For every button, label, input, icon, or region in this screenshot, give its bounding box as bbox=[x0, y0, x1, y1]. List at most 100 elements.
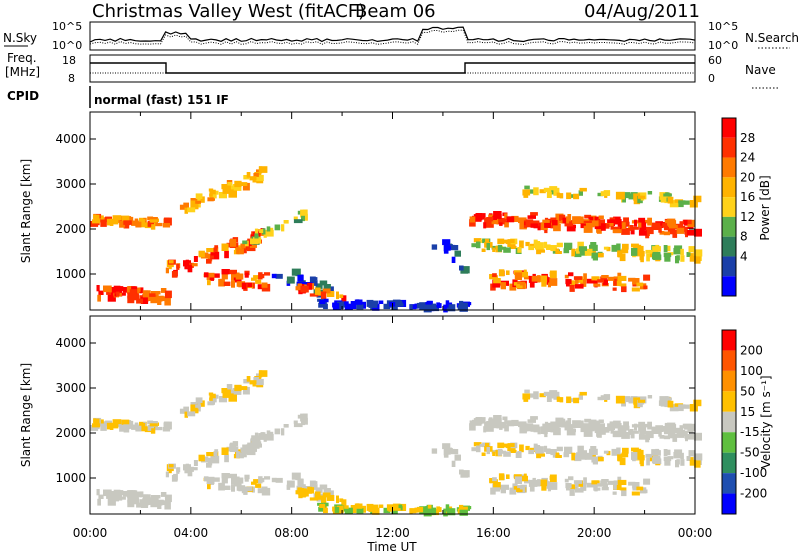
heatmap-cell bbox=[551, 220, 558, 226]
heatmap-cell bbox=[544, 424, 551, 432]
beam-label: Beam 06 bbox=[355, 1, 436, 22]
colorbar-swatch bbox=[722, 157, 736, 178]
heatmap-cell bbox=[580, 221, 585, 229]
heatmap-cell bbox=[275, 273, 283, 279]
heatmap-cell bbox=[523, 269, 527, 274]
heatmap-cell bbox=[271, 477, 277, 483]
heatmap-cell bbox=[585, 427, 595, 432]
heatmap-cell bbox=[121, 419, 130, 425]
heatmap-cell bbox=[112, 419, 122, 425]
heatmap-cell bbox=[307, 486, 313, 494]
heatmap-cell bbox=[565, 279, 572, 285]
heatmap-cell bbox=[368, 303, 378, 308]
heatmap-cell bbox=[120, 496, 126, 500]
heatmap-cell bbox=[190, 200, 198, 209]
heatmap-cell bbox=[663, 428, 668, 432]
heatmap-cell bbox=[256, 373, 261, 378]
heatmap-cell bbox=[605, 223, 610, 229]
heatmap-cell bbox=[629, 429, 634, 435]
heatmap-cell bbox=[253, 173, 259, 177]
heatmap-cell bbox=[147, 216, 154, 221]
heatmap-cell bbox=[546, 244, 551, 250]
heatmap-cell bbox=[246, 240, 252, 246]
heatmap-cell bbox=[466, 302, 472, 306]
heatmap-cell bbox=[679, 221, 683, 228]
heatmap-cell bbox=[227, 388, 231, 397]
heatmap-cell bbox=[665, 449, 671, 456]
nsearch-label: N.Search bbox=[745, 31, 799, 45]
heatmap-cell bbox=[621, 248, 629, 254]
heatmap-cell bbox=[473, 214, 482, 222]
heatmap-cell bbox=[246, 172, 251, 178]
heatmap-cell bbox=[240, 243, 246, 249]
heatmap-cell bbox=[485, 238, 490, 243]
heatmap-cell bbox=[123, 424, 132, 429]
heatmap-cell bbox=[240, 182, 248, 186]
colorbar-tick: -200 bbox=[740, 487, 767, 501]
heatmap-cell bbox=[556, 242, 563, 248]
heatmap-cell bbox=[530, 416, 538, 420]
heatmap-cell bbox=[112, 215, 122, 221]
heatmap-cell bbox=[185, 463, 189, 471]
heatmap-cell bbox=[323, 488, 331, 493]
heatmap-cell bbox=[664, 459, 671, 466]
heatmap-cell bbox=[492, 451, 496, 456]
heatmap-cell bbox=[137, 491, 141, 496]
heatmap-cell bbox=[680, 248, 684, 256]
heatmap-cell bbox=[628, 481, 636, 486]
heatmap-cell bbox=[579, 391, 587, 396]
heatmap-cell bbox=[416, 506, 424, 513]
heatmap-cell bbox=[427, 300, 432, 308]
heatmap-cell bbox=[431, 448, 438, 454]
heatmap-cell bbox=[663, 252, 672, 258]
colorbar-tick: 24 bbox=[740, 151, 755, 165]
heatmap-cell bbox=[628, 277, 636, 282]
heatmap-cell bbox=[617, 423, 622, 431]
heatmap-cell bbox=[227, 182, 232, 186]
heatmap-cell bbox=[601, 479, 609, 483]
heatmap-cell bbox=[208, 392, 214, 396]
heatmap-cell bbox=[190, 404, 198, 413]
xtick-label: 16:00 bbox=[476, 526, 511, 540]
heatmap-cell bbox=[135, 221, 142, 228]
heatmap-cell bbox=[469, 216, 476, 223]
heatmap-cell bbox=[302, 209, 308, 214]
heatmap-cell bbox=[443, 508, 448, 517]
heatmap-cell bbox=[309, 293, 319, 297]
heatmap-cell bbox=[568, 476, 574, 481]
heatmap-cell bbox=[576, 420, 584, 428]
heatmap-cell bbox=[193, 460, 198, 466]
ytick-label: 1000 bbox=[55, 267, 86, 281]
heatmap-cell bbox=[640, 458, 644, 467]
heatmap-cell bbox=[436, 303, 442, 309]
heatmap-cell bbox=[93, 418, 97, 424]
heatmap-cell bbox=[663, 435, 670, 440]
heatmap-cell bbox=[482, 417, 486, 424]
heatmap-cell bbox=[127, 499, 135, 508]
heatmap-cell bbox=[621, 222, 626, 229]
heatmap-cell bbox=[256, 169, 261, 174]
heatmap-cell bbox=[232, 388, 242, 395]
heatmap-cell bbox=[633, 402, 641, 409]
heatmap-cell bbox=[297, 274, 304, 282]
heatmap-cell bbox=[231, 484, 235, 492]
heatmap-cell bbox=[419, 302, 428, 310]
heatmap-cell bbox=[261, 282, 268, 288]
heatmap-cell bbox=[665, 245, 671, 252]
heatmap-cell bbox=[612, 229, 622, 234]
heatmap-cell bbox=[176, 264, 180, 270]
colorbar-tick: 28 bbox=[740, 131, 755, 145]
heatmap-cell bbox=[459, 265, 464, 271]
heatmap-cell bbox=[556, 192, 561, 198]
heatmap-cell bbox=[647, 421, 652, 430]
heatmap-cell bbox=[147, 424, 152, 431]
heatmap-cell bbox=[462, 266, 470, 274]
heatmap-cell bbox=[183, 202, 189, 208]
heatmap-cell bbox=[589, 244, 598, 252]
heatmap-cell bbox=[645, 434, 650, 443]
heatmap-cell bbox=[619, 457, 626, 466]
heatmap-cell bbox=[232, 184, 242, 191]
heatmap-cell bbox=[459, 504, 464, 512]
heatmap-cell bbox=[590, 419, 597, 426]
heatmap-cell bbox=[610, 430, 614, 434]
